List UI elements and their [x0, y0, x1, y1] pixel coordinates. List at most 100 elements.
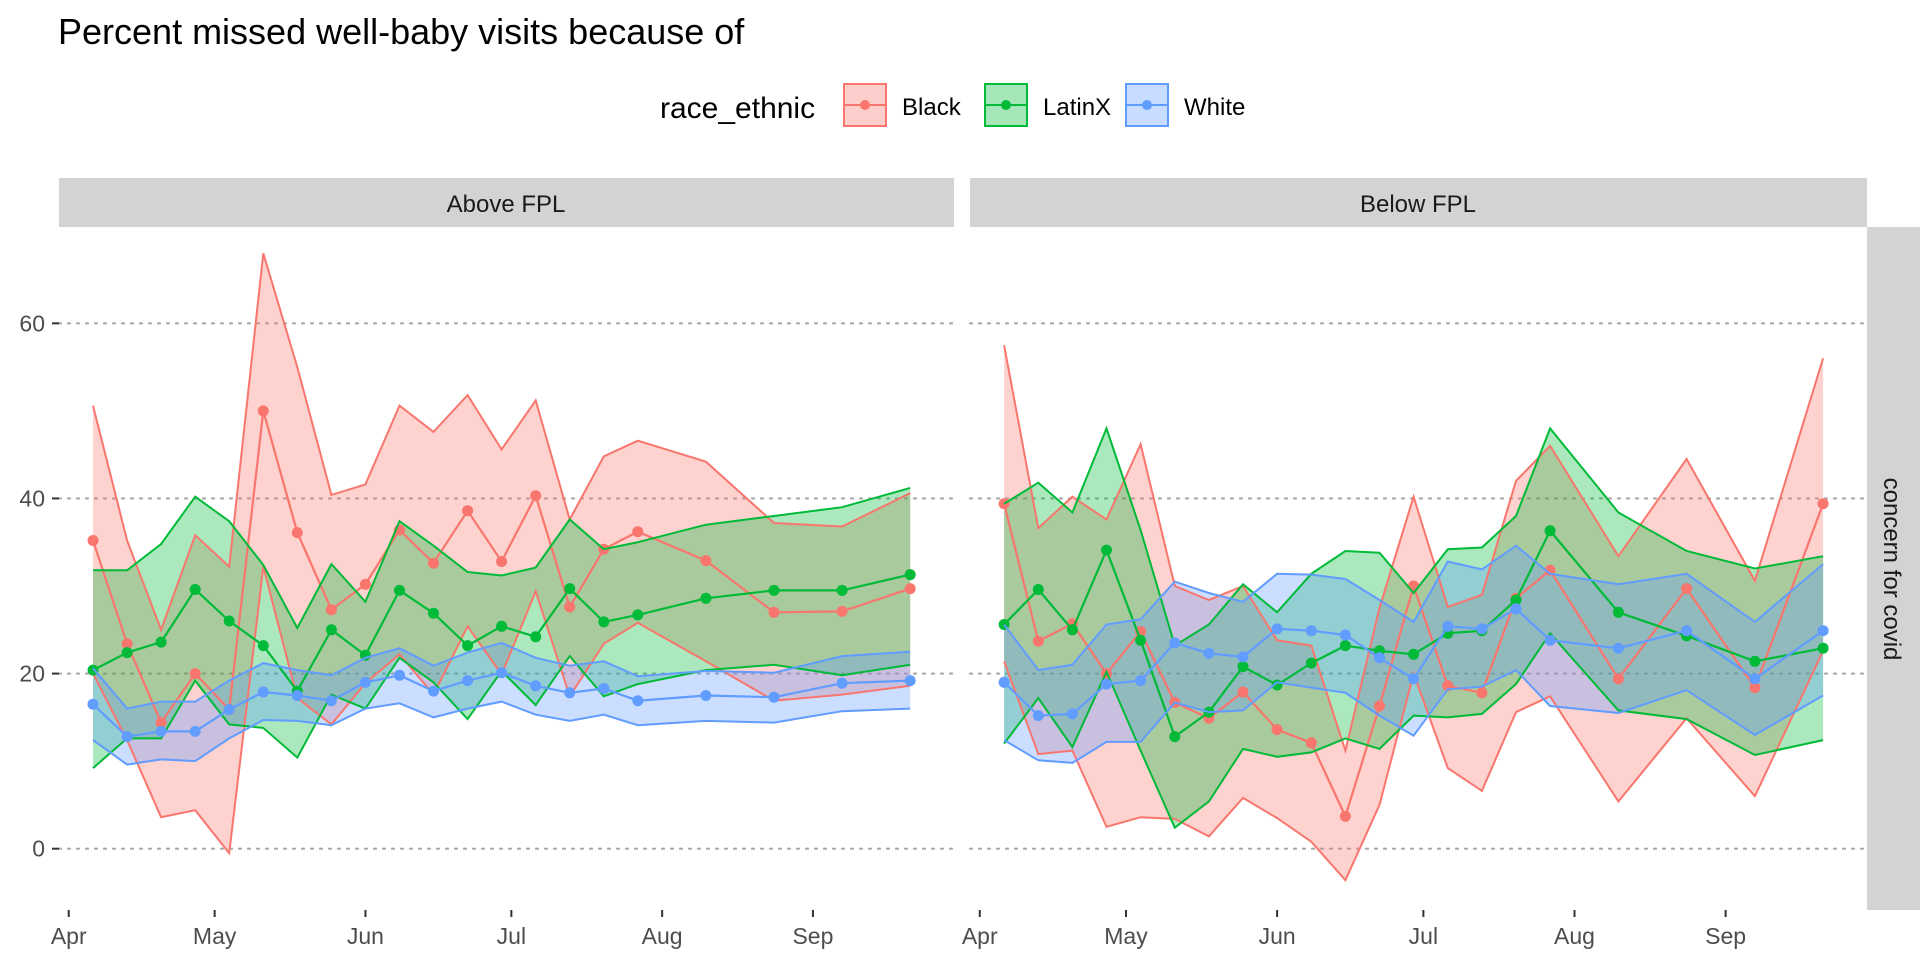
ribbon-lower-latinx-below-fpl — [1003, 631, 1824, 830]
data-point-white-above-fpl — [768, 691, 780, 703]
y-tick-label: 0 — [32, 836, 45, 862]
data-point-black-above-fpl — [155, 717, 167, 729]
data-point-white-above-fpl — [87, 698, 99, 710]
x-axis: Apr May Jun Jul Aug Sep Apr May Jun Jul Aug Sep — [51, 910, 1746, 949]
strip-label-below-fpl: Below FPL — [1360, 191, 1476, 218]
ribbon-upper-white-below-fpl — [1003, 544, 1824, 672]
data-point-black-above-fpl — [768, 606, 780, 618]
data-point-white-above-fpl — [462, 675, 474, 687]
data-point-black-above-fpl — [496, 556, 508, 567]
chart-title: Percent missed well-baby visits because … — [58, 11, 745, 52]
data-point-white-below-fpl — [998, 676, 1010, 688]
legend-keys: Black LatinX White — [843, 83, 1245, 127]
data-point-white-above-fpl — [496, 667, 508, 679]
data-point-white-below-fpl — [1305, 625, 1317, 637]
data-point-latinx-above-fpl — [121, 647, 133, 659]
data-point-white-above-fpl — [564, 687, 576, 699]
data-point-black-below-fpl — [1237, 686, 1249, 698]
data-point-white-below-fpl — [1203, 647, 1215, 659]
x-tick-label: Aug — [642, 923, 683, 949]
ribbon-white-above-fpl — [93, 642, 911, 765]
data-point-white-above-fpl — [530, 680, 542, 692]
data-point-white-below-fpl — [1476, 623, 1488, 635]
x-tick-label: Sep — [1705, 923, 1746, 949]
data-point-white-above-fpl — [598, 683, 610, 694]
legend-title: race_ethnic — [660, 92, 815, 125]
data-point-latinx-above-fpl — [904, 569, 916, 581]
ribbon-upper-latinx-below-fpl — [1003, 425, 1824, 648]
data-point-white-above-fpl — [257, 686, 269, 698]
data-point-white-above-fpl — [632, 695, 644, 707]
data-point-white-below-fpl — [1408, 673, 1420, 685]
data-point-black-above-fpl — [904, 583, 916, 595]
data-point-latinx-below-fpl — [1101, 544, 1112, 556]
data-point-white-below-fpl — [1612, 642, 1624, 654]
data-point-white-below-fpl — [1442, 620, 1454, 632]
data-point-black-below-fpl — [1271, 724, 1283, 736]
data-point-latinx-below-fpl — [1135, 634, 1147, 646]
x-tick-label: Apr — [962, 923, 998, 949]
data-point-white-above-fpl — [394, 669, 405, 681]
data-point-white-below-fpl — [1135, 675, 1147, 687]
data-point-white-above-fpl — [836, 677, 848, 689]
data-point-black-above-fpl — [257, 405, 269, 417]
strip-label-row: concern for covid — [1878, 478, 1905, 661]
ribbon-black-above-fpl — [93, 253, 911, 854]
data-point-black-above-fpl — [564, 601, 576, 613]
data-point-black-below-fpl — [1374, 700, 1385, 712]
data-point-latinx-below-fpl — [1510, 594, 1522, 606]
data-point-black-above-fpl — [530, 490, 542, 502]
data-point-black-below-fpl — [1032, 635, 1044, 647]
strip-label-above-fpl: Above FPL — [447, 191, 566, 218]
ribbon-lower-black-below-fpl — [1003, 650, 1825, 883]
y-tick-label: 40 — [19, 485, 45, 511]
data-point-black-above-fpl — [359, 578, 371, 590]
data-point-black-above-fpl — [462, 505, 474, 517]
x-tick-label: Apr — [51, 923, 87, 949]
data-point-black-above-fpl — [836, 605, 848, 617]
data-point-white-below-fpl — [1271, 623, 1283, 635]
data-point-black-below-fpl — [1749, 682, 1761, 694]
x-tick-label: Jul — [497, 923, 526, 949]
ribbon-upper-black-below-fpl — [1003, 345, 1825, 755]
ribbon-upper-latinx-above-fpl — [93, 486, 911, 631]
legend-item-black: Black — [843, 83, 962, 127]
data-point-latinx-below-fpl — [1339, 640, 1351, 652]
data-point-black-above-fpl — [700, 555, 712, 567]
data-point-latinx-above-fpl — [462, 640, 474, 652]
data-point-latinx-below-fpl — [1817, 642, 1829, 654]
data-point-black-above-fpl — [291, 527, 303, 539]
data-point-latinx-below-fpl — [1237, 661, 1249, 673]
data-point-latinx-above-fpl — [155, 636, 167, 648]
data-point-latinx-above-fpl — [325, 624, 337, 636]
x-tick-label: May — [193, 923, 237, 949]
data-point-white-above-fpl — [428, 685, 439, 697]
data-point-latinx-below-fpl — [1544, 525, 1556, 537]
data-point-black-below-fpl — [1817, 498, 1829, 510]
legend-key-point-black — [860, 100, 870, 110]
data-point-black-above-fpl — [428, 557, 439, 569]
strip-below-fpl — [970, 178, 1867, 227]
panel-below-fpl — [968, 322, 1869, 883]
data-point-white-above-fpl — [325, 695, 337, 707]
data-point-white-below-fpl — [1066, 708, 1078, 720]
data-point-white-below-fpl — [1544, 634, 1556, 646]
x-tick-label: Jul — [1409, 923, 1438, 949]
data-point-latinx-below-fpl — [1169, 731, 1181, 743]
data-point-latinx-below-fpl — [1612, 606, 1624, 618]
panels — [57, 253, 1869, 883]
data-point-latinx-below-fpl — [1032, 584, 1044, 595]
data-point-white-below-fpl — [1374, 652, 1385, 664]
data-point-white-above-fpl — [700, 690, 712, 701]
data-point-black-below-fpl — [1612, 673, 1624, 685]
data-point-white-below-fpl — [1339, 629, 1351, 641]
data-point-white-above-fpl — [121, 731, 133, 743]
data-point-latinx-below-fpl — [1408, 648, 1420, 660]
x-tick-label: Sep — [792, 923, 833, 949]
data-point-black-above-fpl — [189, 668, 201, 680]
data-point-latinx-above-fpl — [428, 607, 439, 619]
data-point-white-above-fpl — [359, 676, 371, 688]
strip-row — [1867, 227, 1920, 910]
data-point-black-above-fpl — [325, 604, 337, 616]
strip-above-fpl — [59, 178, 954, 227]
